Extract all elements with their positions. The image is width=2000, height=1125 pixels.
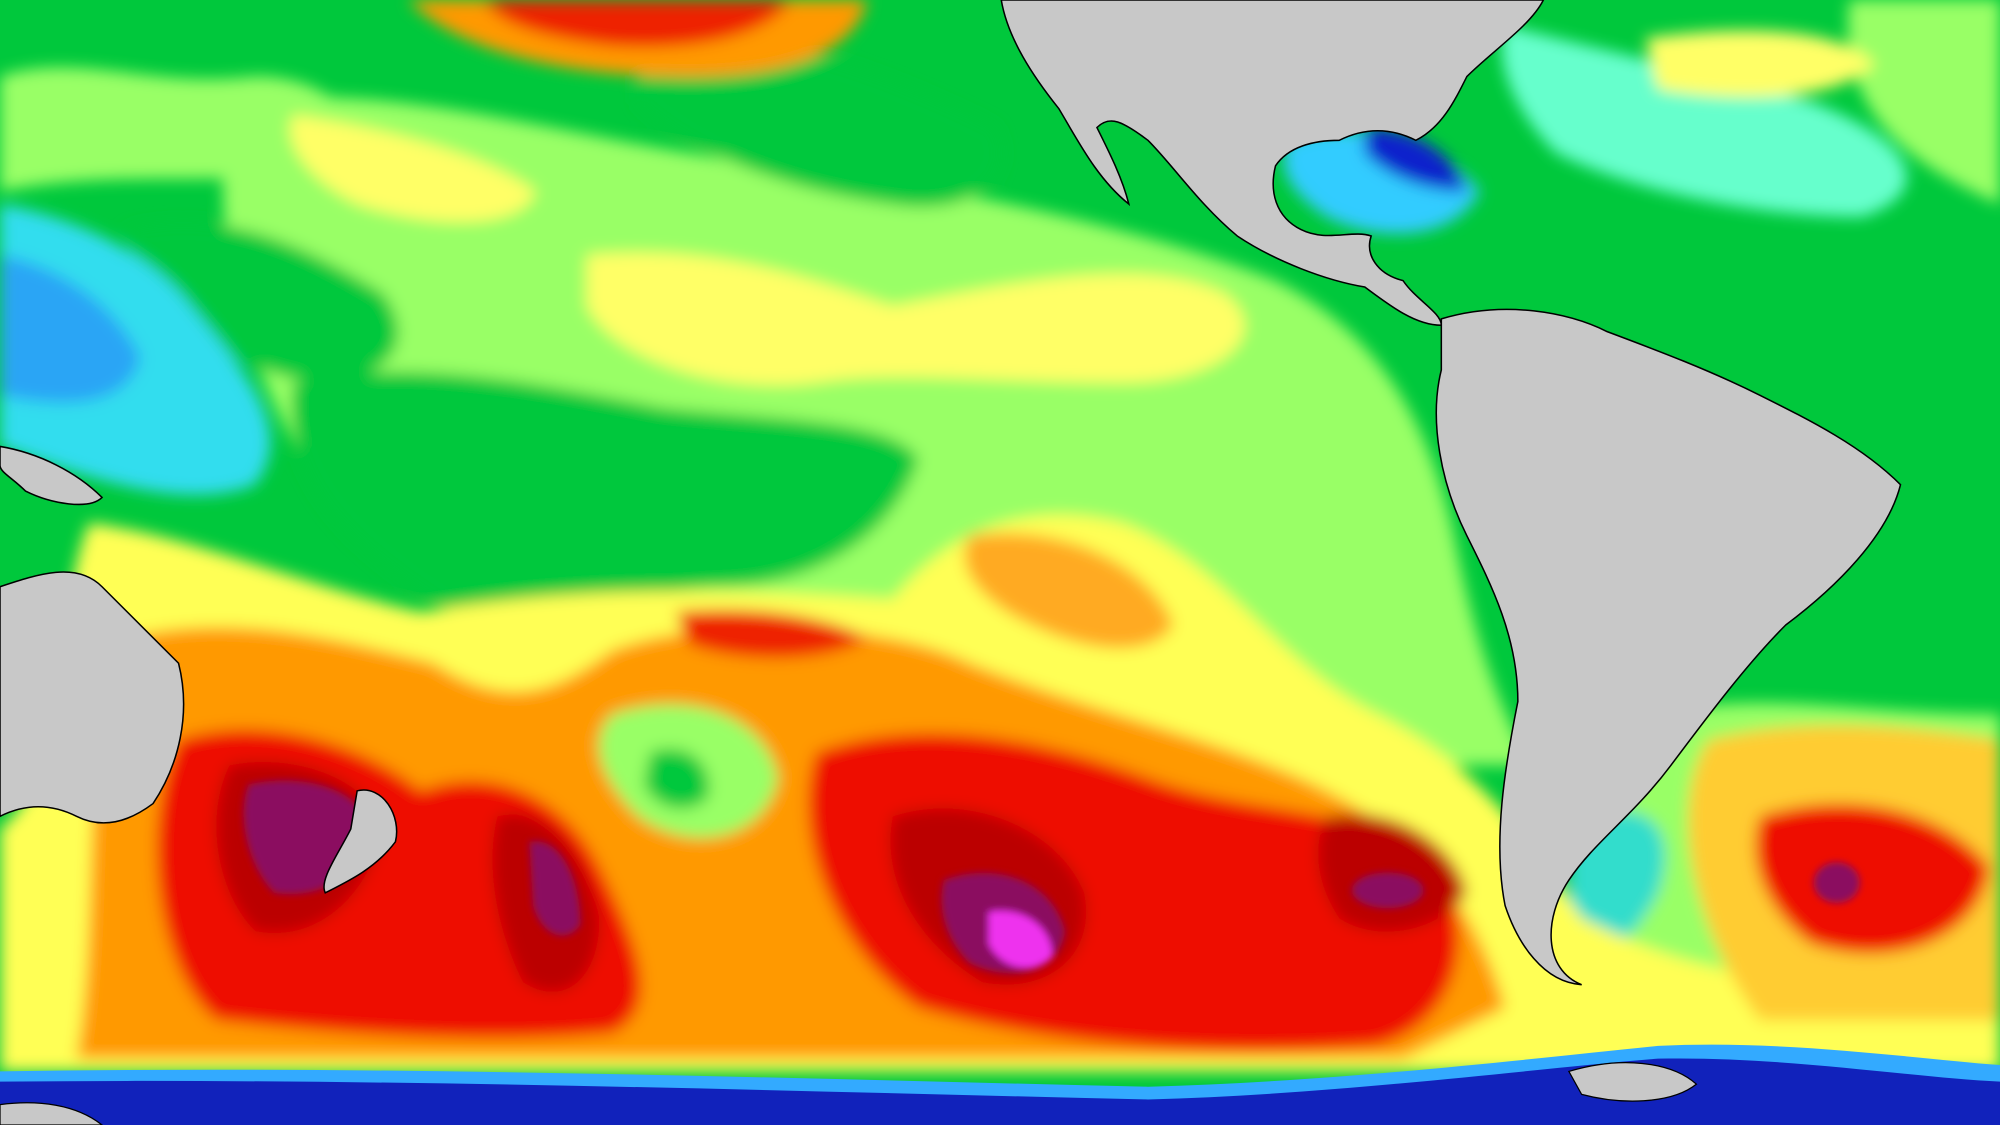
blue-zone <box>0 1058 2000 1125</box>
yellow-zone <box>586 252 1245 386</box>
new-guinea <box>0 445 104 506</box>
red-zone <box>676 609 868 658</box>
green-zone <box>637 36 1002 207</box>
magenta-zone <box>988 910 1053 968</box>
new-zealand <box>323 789 398 894</box>
peak-fields <box>243 780 1860 974</box>
light-green-zone <box>0 67 353 192</box>
blue-zone <box>0 255 141 403</box>
yellow-zone <box>1645 30 1875 97</box>
north-america <box>1000 0 1545 327</box>
cyan-zone <box>1501 25 1907 217</box>
wave-fields <box>0 0 2000 1072</box>
australia <box>0 571 185 824</box>
red-zone <box>484 0 791 47</box>
yellow-zone <box>290 114 536 222</box>
green-zone <box>127 222 398 383</box>
green-zone <box>291 372 919 617</box>
purple-zone <box>1813 862 1860 904</box>
purple-zone <box>1352 872 1424 909</box>
land-masses <box>0 0 1902 986</box>
purple-zone <box>529 841 581 936</box>
orange-zone <box>964 533 1174 649</box>
light-green-zone <box>1848 0 2000 205</box>
green-zone <box>644 749 709 809</box>
land <box>1567 1062 1698 1102</box>
blue-zone <box>1364 127 1467 192</box>
south-america <box>1435 308 1902 986</box>
red-zone <box>1755 804 1990 954</box>
